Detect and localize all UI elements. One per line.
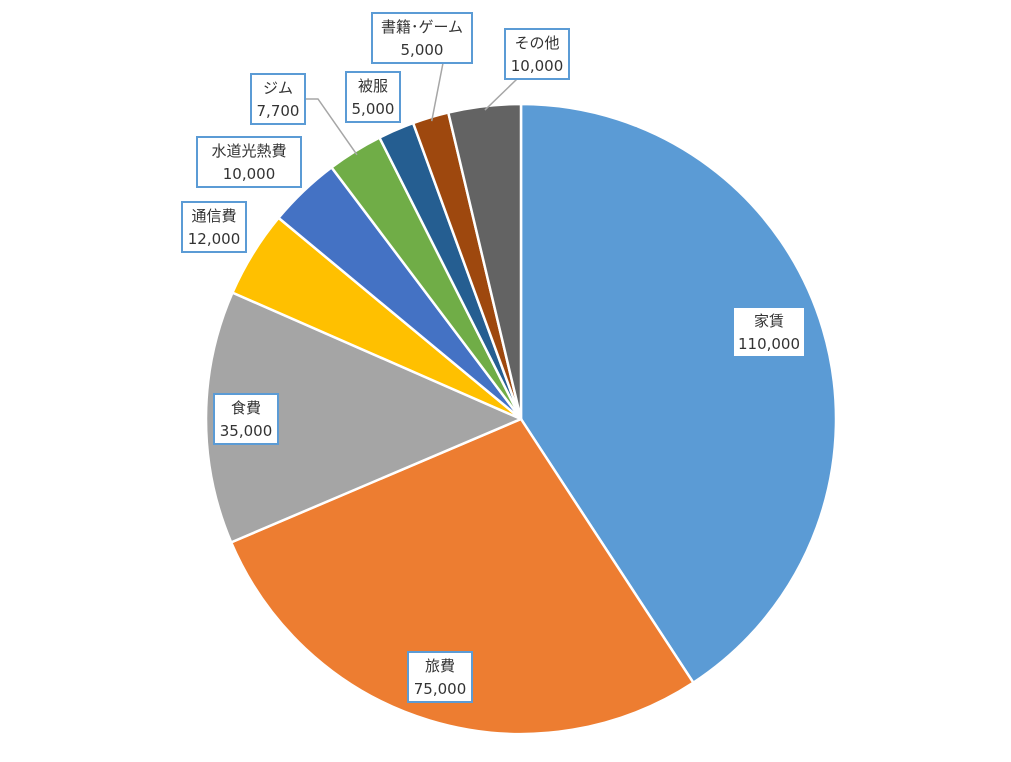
data-label-box — [181, 201, 247, 253]
data-label-5: 水道光熱費 10,000 — [196, 136, 302, 188]
data-label-box — [345, 71, 401, 123]
data-label-category: その他 — [514, 34, 559, 52]
data-label-9: その他 10,000 — [504, 28, 570, 80]
data-label-box — [407, 651, 473, 703]
pie-slice-3 — [204, 291, 523, 544]
data-label-category: 通信費 — [191, 207, 236, 225]
data-label-8: 書籍･ゲーム 5,000 — [371, 12, 473, 64]
data-label-4: 通信費 12,000 — [181, 201, 247, 253]
data-label-box — [250, 73, 306, 125]
data-label-category: 被服 — [358, 77, 388, 95]
data-label-6: ジム 7,700 — [250, 73, 306, 125]
data-label-box — [504, 28, 570, 80]
data-label-box — [196, 136, 302, 188]
data-label-value: 10,000 — [511, 57, 564, 75]
data-label-7: 被服 5,000 — [345, 71, 401, 123]
data-label-2: 旅費 75,000 — [407, 651, 473, 703]
data-labels: 家賃 110,000 旅費 75,000 食費 35,000 通信費 12,000 水道光熱費 1… — [181, 12, 806, 703]
data-label-value: 5,000 — [401, 41, 444, 59]
data-label-value: 35,000 — [220, 422, 273, 440]
data-label-category: 旅費 — [425, 657, 455, 675]
data-label-category: ジム — [263, 79, 293, 97]
pie-slice-2 — [229, 417, 695, 736]
data-label-value: 5,000 — [352, 100, 395, 118]
pie-slice-9 — [447, 102, 523, 421]
data-label-value: 7,700 — [257, 102, 300, 120]
data-label-box — [213, 393, 279, 445]
data-label-value: 12,000 — [188, 230, 241, 248]
leader-line-8 — [430, 62, 444, 122]
data-label-value: 10,000 — [223, 165, 276, 183]
data-label-1: 家賃 110,000 — [732, 306, 806, 358]
data-label-value: 75,000 — [414, 680, 467, 698]
data-label-category: 食費 — [231, 399, 261, 417]
data-label-3: 食費 35,000 — [213, 393, 279, 445]
data-label-category: 水道光熱費 — [211, 142, 286, 160]
data-label-category: 家賃 — [754, 312, 784, 330]
data-label-category: 書籍･ゲーム — [381, 18, 463, 36]
pie-slices — [204, 102, 838, 736]
leader-line-6 — [306, 98, 358, 156]
data-label-box — [371, 12, 473, 64]
data-label-box — [732, 306, 806, 358]
data-label-value: 110,000 — [738, 335, 800, 353]
